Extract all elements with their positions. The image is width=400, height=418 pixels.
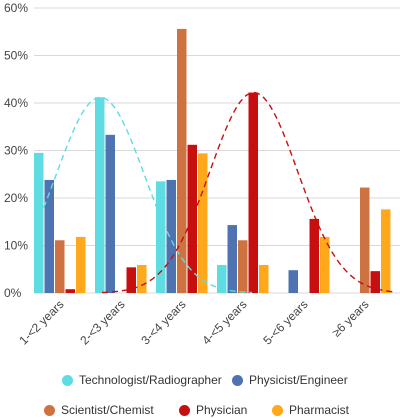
bar: [76, 236, 86, 293]
bar: [217, 264, 227, 293]
x-axis-tick-labels: 1-<2 years 2-<3 years 3-<4 years 4-<5 years…: [16, 297, 371, 347]
bar: [227, 225, 237, 293]
bar: [238, 240, 248, 293]
legend-item-scientist: Scientist/Chemist: [44, 403, 154, 417]
legend-item-technologist: Technologist/Radiographer: [62, 373, 222, 387]
trendline-physician: [101, 91, 397, 294]
legend-label: Scientist/Chemist: [61, 403, 154, 417]
bar: [55, 240, 65, 293]
x-tick-label: ≥6 years: [329, 297, 371, 339]
bar: [288, 270, 298, 293]
legend-label: Physician: [196, 403, 248, 417]
x-tick-label: 2-<3 years: [77, 297, 127, 347]
bar: [34, 152, 44, 293]
legend-swatch: [44, 404, 55, 416]
bar: [44, 179, 54, 293]
bar: [381, 209, 391, 293]
trendline-technologist-radiographer: [35, 96, 253, 294]
y-axis-tick-labels: 0% 10% 20% 30% 40% 50% 60%: [4, 1, 28, 300]
bar: [105, 134, 115, 293]
legend-item-physicist: Physicist/Engineer: [232, 373, 348, 387]
legend-item-physician: Physician: [179, 403, 247, 417]
legend-swatch: [232, 374, 243, 386]
legend-swatch: [179, 404, 190, 416]
bar: [320, 236, 330, 293]
y-tick-label: 0%: [4, 286, 22, 300]
bar: [177, 28, 187, 294]
bar: [370, 271, 380, 293]
y-tick-label: 60%: [4, 1, 28, 15]
bar: [65, 289, 75, 293]
legend-label: Pharmacist: [289, 403, 350, 417]
x-tick-label: 1-<2 years: [16, 297, 66, 347]
bar: [309, 218, 319, 293]
bar: [126, 267, 136, 293]
x-tick-label: 5-<6 years: [260, 297, 310, 347]
legend-item-pharmacist: Pharmacist: [272, 403, 349, 417]
gridlines: [34, 7, 400, 294]
legend-swatch: [62, 374, 73, 386]
y-tick-label: 10%: [4, 239, 28, 253]
bar: [360, 187, 370, 293]
y-tick-label: 40%: [4, 96, 28, 110]
bar: [259, 264, 269, 293]
legend-label: Technologist/Radiographer: [79, 373, 222, 387]
bar: [137, 264, 147, 293]
x-tick-label: 3-<4 years: [138, 297, 188, 347]
bar: [156, 181, 166, 293]
legend-label: Physicist/Engineer: [249, 373, 348, 387]
bar: [198, 153, 208, 293]
trendlines: [35, 91, 397, 294]
bar: [248, 92, 258, 293]
y-tick-label: 50%: [4, 49, 28, 63]
legend-swatch: [272, 404, 283, 416]
x-tick-label: 4-<5 years: [199, 297, 249, 347]
bars: [34, 28, 391, 294]
bar: [95, 97, 105, 293]
bar: [166, 179, 176, 293]
y-tick-label: 20%: [4, 191, 28, 205]
y-tick-label: 30%: [4, 144, 28, 158]
